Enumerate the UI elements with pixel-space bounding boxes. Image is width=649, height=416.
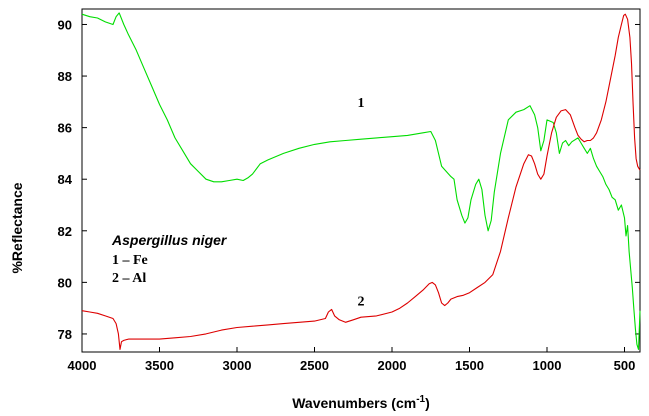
annotation-line-fe: 1 – Fe [112, 253, 148, 268]
x-tick-label-3: 2500 [300, 358, 329, 373]
y-tick-label-1: 80 [58, 275, 72, 290]
x-axis-title-superscript: -1 [416, 394, 425, 405]
x-tick-label-1: 3500 [145, 358, 174, 373]
annotation-line-al: 2 – Al [112, 271, 146, 286]
series-label-1: 1 [358, 96, 365, 111]
series-layer [81, 12, 641, 350]
y-tick-label-6: 90 [58, 17, 72, 32]
series-line-1 [81, 12, 641, 350]
y-tick-label-4: 86 [58, 121, 72, 136]
x-tick-label-4: 2000 [378, 358, 407, 373]
y-axis-title: %Reflectance [9, 182, 25, 273]
y-tick-label-3: 84 [58, 172, 73, 187]
x-tick-label-0: 4000 [68, 358, 97, 373]
x-tick-label-6: 1000 [533, 358, 562, 373]
y-tick-label-5: 88 [58, 69, 72, 84]
series-labels: 12 [358, 96, 365, 310]
x-axis-title: Wavenumbers (cm-1) [292, 394, 430, 411]
y-tick-label-2: 82 [58, 224, 72, 239]
x-tick-label-5: 1500 [455, 358, 484, 373]
x-axis-ticks: 4000 3500 3000 2500 2000 1500 1000 500 [68, 347, 636, 373]
series-label-2: 2 [358, 295, 365, 310]
x-axis-title-main: Wavenumbers (cm [292, 395, 416, 411]
series-line-2 [81, 13, 641, 350]
x-tick-label-2: 3000 [223, 358, 252, 373]
plot-frame [81, 8, 641, 353]
y-axis-ticks: 78 80 82 84 86 88 90 [58, 17, 640, 342]
annotation-title: Aspergillus niger [111, 232, 228, 248]
y-tick-label-0: 78 [58, 327, 72, 342]
x-tick-label-7: 500 [614, 358, 636, 373]
x-axis-title-close: ) [425, 395, 430, 411]
